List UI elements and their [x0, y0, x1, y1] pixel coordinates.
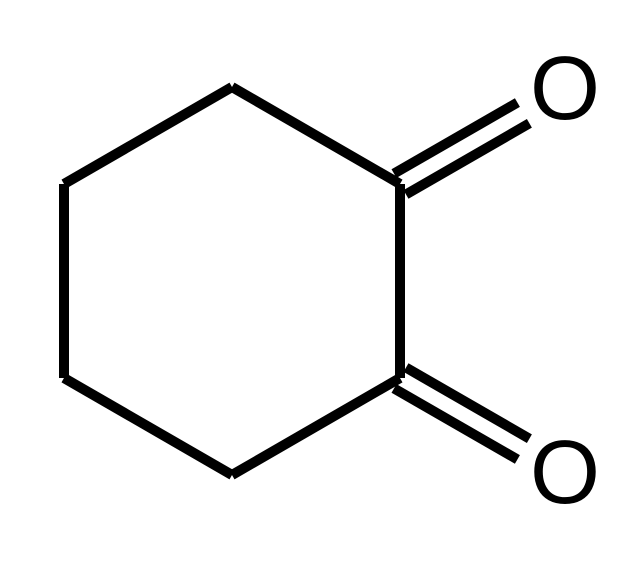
atom-label-o: O [530, 39, 600, 139]
bond [232, 378, 400, 475]
bond [64, 378, 232, 475]
bond [232, 87, 400, 184]
atom-label-o: O [530, 423, 600, 523]
bond [64, 87, 232, 184]
molecule-diagram: OO [0, 0, 640, 565]
